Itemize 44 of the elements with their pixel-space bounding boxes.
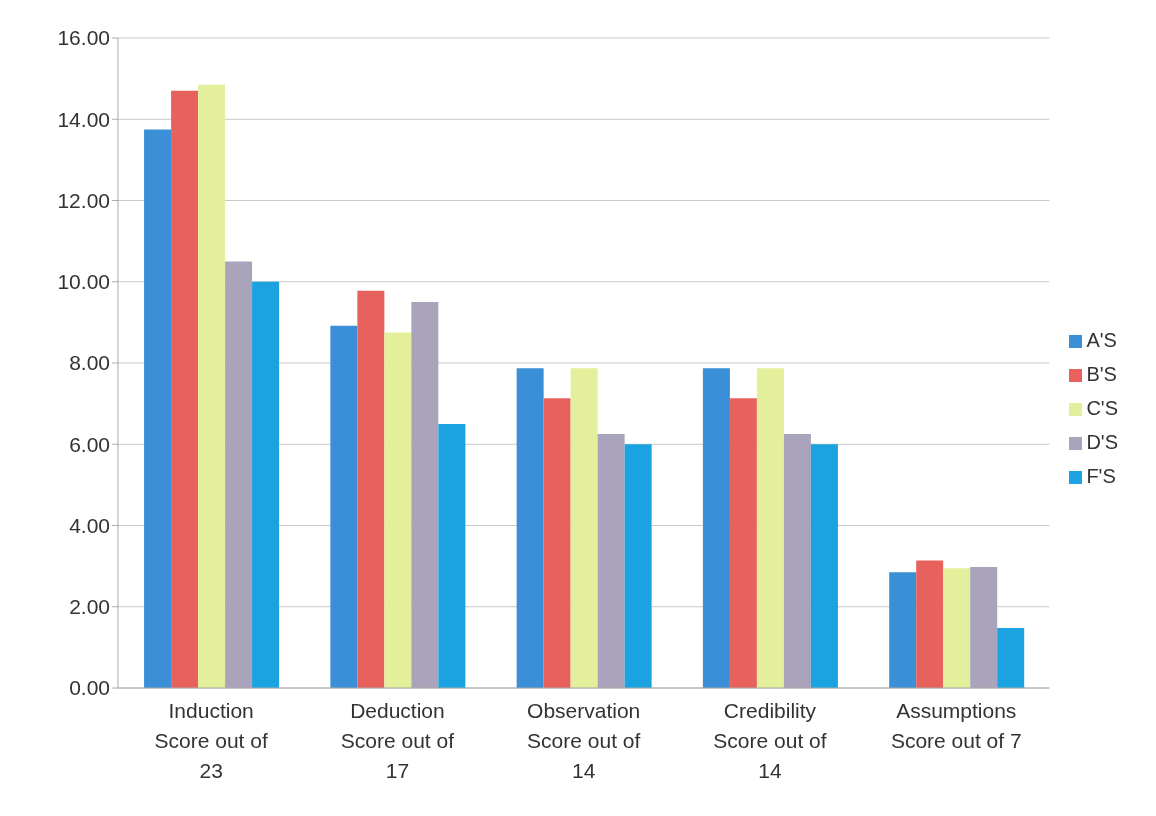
bar — [171, 90, 199, 688]
x-tick-label: Credibility Score out of 14 — [713, 699, 827, 782]
y-tick-label: 12.00 — [57, 188, 110, 212]
bar — [810, 444, 838, 688]
x-tick-label: Induction Score out of 23 — [154, 699, 268, 782]
bar — [702, 368, 730, 688]
y-tick-label: 6.00 — [69, 432, 110, 456]
bar — [570, 368, 598, 688]
y-tick-label: 10.00 — [57, 270, 110, 294]
legend-label: C'S — [1086, 397, 1118, 419]
bar — [624, 444, 652, 688]
bar — [783, 434, 811, 688]
bar — [198, 84, 226, 688]
bar — [411, 302, 439, 688]
y-tick-label: 8.00 — [69, 351, 110, 375]
bar — [252, 281, 280, 688]
bar — [889, 572, 917, 688]
bar — [438, 423, 466, 688]
y-tick-label: 4.00 — [69, 513, 110, 537]
bar — [997, 627, 1025, 688]
bar — [516, 368, 544, 688]
y-tick-label: 0.00 — [69, 676, 110, 700]
bar — [916, 560, 944, 688]
bar — [225, 261, 253, 688]
x-tick-label: Deduction Score out of 17 — [340, 699, 455, 782]
bar — [543, 398, 571, 688]
legend-label: F'S — [1086, 465, 1116, 487]
bar — [756, 368, 784, 688]
bar — [357, 290, 385, 688]
y-tick-label: 2.00 — [69, 595, 110, 619]
bar — [144, 129, 172, 688]
x-tick-label: Assumptions Score out of 7 — [890, 699, 1022, 752]
bar — [384, 332, 412, 688]
bar — [330, 325, 358, 688]
bar — [597, 434, 625, 688]
legend-label: A'S — [1086, 329, 1117, 351]
bar — [943, 568, 971, 688]
y-tick-label: 14.00 — [57, 107, 110, 131]
legend-label: B'S — [1086, 363, 1117, 385]
x-tick-label: Observation Score out of 14 — [527, 699, 641, 782]
y-tick-label: 16.00 — [57, 26, 110, 50]
bar — [970, 566, 998, 688]
legend-label: D'S — [1086, 431, 1118, 453]
bar — [729, 398, 757, 688]
